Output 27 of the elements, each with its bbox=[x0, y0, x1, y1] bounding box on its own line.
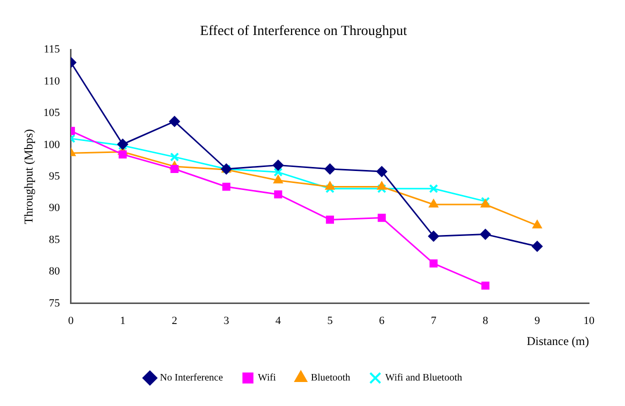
x-tick-label: 9 bbox=[534, 314, 540, 327]
x-tick-label: 2 bbox=[172, 314, 178, 327]
x-tick-label: 10 bbox=[584, 314, 595, 327]
x-tick-label: 1 bbox=[120, 314, 126, 327]
y-tick-label: 115 bbox=[44, 44, 60, 56]
chart-title: Effect of Interference on Throughput bbox=[200, 24, 408, 40]
y-tick-label: 105 bbox=[43, 107, 60, 120]
x-tick-label: 8 bbox=[482, 314, 489, 327]
y-axis-title: Throughput (Mbps) bbox=[21, 129, 36, 224]
x-axis-title: Distance (m) bbox=[526, 334, 589, 348]
legend-label: Bluetooth bbox=[310, 372, 350, 384]
legend-label: Wifi and Bluetooth bbox=[385, 372, 462, 384]
legend-label: No Interference bbox=[160, 372, 224, 384]
x-tick-label: 7 bbox=[430, 314, 437, 327]
y-tick-label: 80 bbox=[48, 266, 60, 278]
y-tick-label: 85 bbox=[48, 234, 60, 246]
y-tick-label: 110 bbox=[44, 75, 60, 88]
y-tick-label: 100 bbox=[43, 138, 60, 151]
y-tick-label: 95 bbox=[48, 170, 60, 182]
y-tick-label: 75 bbox=[48, 297, 60, 310]
legend-label: Wifi bbox=[258, 372, 276, 384]
y-tick-label: 90 bbox=[48, 202, 60, 214]
x-tick-label: 3 bbox=[224, 314, 230, 327]
x-tick-label: 4 bbox=[275, 314, 282, 327]
x-tick-label: 0 bbox=[68, 314, 74, 327]
x-tick-label: 5 bbox=[327, 314, 334, 327]
x-tick-label: 6 bbox=[379, 314, 386, 327]
